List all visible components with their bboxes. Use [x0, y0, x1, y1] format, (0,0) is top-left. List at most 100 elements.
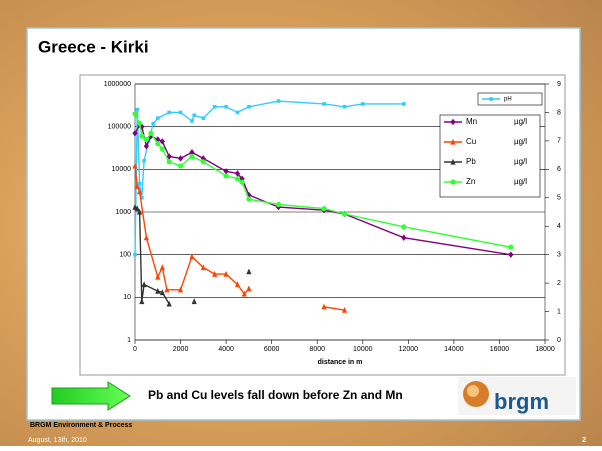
marker: [360, 102, 365, 106]
marker: [134, 205, 140, 212]
marker: [234, 170, 241, 177]
marker: [142, 159, 146, 163]
marker: [141, 281, 147, 288]
legend-label: Zn: [466, 177, 475, 186]
legend-box: [477, 92, 543, 106]
marker: [155, 141, 161, 147]
legend-label: Cu: [466, 137, 476, 146]
y2-tick-label: 9: [557, 81, 561, 88]
marker: [159, 138, 165, 145]
legend-box: [439, 114, 541, 198]
y2-tick-label: 2: [557, 280, 561, 287]
marker: [321, 206, 327, 212]
marker: [166, 300, 172, 307]
marker: [275, 201, 282, 208]
marker: [166, 159, 172, 165]
marker: [132, 130, 138, 137]
marker: [148, 130, 154, 136]
marker: [143, 142, 149, 150]
marker: [143, 234, 149, 241]
legend-unit: µg/l: [514, 177, 527, 186]
marker: [132, 111, 138, 117]
x-tick-label: 14000: [444, 346, 464, 353]
marker: [139, 298, 145, 305]
logo-text: brgm: [494, 389, 549, 414]
marker: [177, 163, 184, 169]
legend-label: Pb: [466, 157, 476, 166]
marker: [191, 298, 197, 305]
x-tick-label: 12000: [399, 346, 419, 353]
legend-unit: µg/l: [514, 157, 527, 166]
marker: [177, 286, 184, 293]
marker: [134, 183, 140, 189]
page-number: 2: [582, 437, 586, 444]
marker: [155, 287, 161, 294]
y-tick-label: 1000: [115, 209, 131, 216]
marker: [159, 289, 165, 296]
x-tick-label: 18000: [535, 346, 555, 353]
x-tick-label: 4000: [218, 346, 234, 353]
marker: [151, 122, 156, 126]
marker: [190, 119, 194, 123]
legend-unit: µg/l: [514, 137, 527, 146]
marker: [139, 133, 145, 139]
callout: Pb and Cu levels fall down before Zn and…: [148, 388, 403, 402]
x-tick-label: 16000: [490, 346, 510, 353]
x-axis-label: distance in m: [318, 359, 363, 366]
marker: [246, 196, 252, 202]
slide-title: Greece - Kirki: [38, 37, 149, 56]
x-tick-label: 6000: [264, 346, 280, 353]
marker: [212, 104, 217, 109]
marker: [239, 179, 245, 185]
legend-label: pH: [504, 97, 512, 103]
marker: [341, 211, 348, 217]
y2-tick-label: 6: [557, 166, 561, 173]
x-tick-label: 2000: [173, 346, 189, 353]
marker: [177, 155, 184, 162]
y-tick-label: 1: [127, 337, 131, 344]
marker: [241, 290, 247, 297]
marker: [321, 303, 327, 310]
legend-unit: µg/l: [514, 117, 527, 126]
y2-tick-label: 3: [557, 252, 561, 259]
marker: [401, 234, 407, 241]
marker: [341, 306, 348, 313]
marker: [246, 268, 252, 275]
marker: [189, 149, 195, 156]
marker: [322, 102, 326, 106]
marker: [234, 281, 241, 288]
marker: [200, 264, 206, 271]
y2-tick-label: 5: [557, 195, 561, 202]
marker: [140, 195, 144, 200]
legend-label: Mn: [466, 117, 477, 126]
marker: [133, 252, 137, 257]
y-tick-label: 1000000: [104, 81, 131, 88]
marker: [155, 116, 160, 120]
marker: [136, 120, 143, 126]
footer: BRGM Environment & Process: [30, 422, 132, 429]
y2-tick-label: 7: [557, 138, 561, 145]
marker: [189, 253, 195, 260]
date: August, 13th, 2010: [28, 437, 87, 444]
x-tick-label: 0: [133, 346, 137, 353]
marker: [235, 110, 240, 115]
marker: [212, 270, 218, 277]
marker: [508, 244, 514, 250]
marker: [276, 99, 281, 103]
marker: [234, 176, 241, 182]
marker: [155, 273, 161, 280]
marker: [342, 104, 347, 109]
marker: [247, 104, 251, 109]
marker: [178, 110, 183, 115]
marker: [143, 136, 149, 143]
marker: [450, 179, 456, 185]
marker: [164, 286, 170, 293]
y-tick-label: 10: [123, 294, 131, 301]
y-tick-label: 10000: [112, 166, 132, 173]
marker: [401, 102, 406, 106]
marker: [489, 97, 493, 101]
marker: [136, 208, 143, 215]
marker: [450, 138, 456, 145]
